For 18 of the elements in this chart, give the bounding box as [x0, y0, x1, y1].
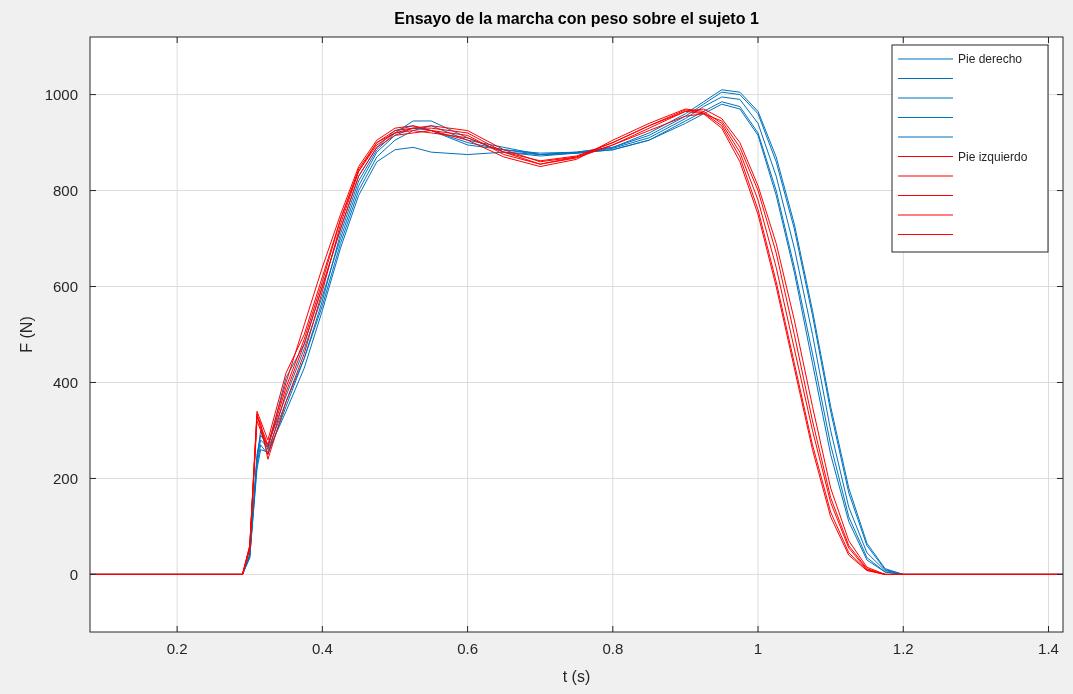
x-tick-label: 1.4 [1038, 640, 1059, 657]
chart-title: Ensayo de la marcha con peso sobre el sujeto 1 [394, 10, 759, 27]
x-tick-label: 1 [753, 640, 763, 657]
y-tick-label: 1000 [44, 85, 78, 103]
y-axis-title: F (N) [18, 316, 35, 353]
y-tick-label: 200 [52, 469, 78, 487]
legend-label: Pie derecho [958, 52, 1023, 67]
x-tick-label: 0.6 [457, 640, 479, 657]
x-tick-label: 0.4 [311, 640, 333, 657]
y-tick-label: 400 [52, 373, 78, 391]
y-tick-label: 0 [69, 565, 78, 583]
y-tick-label: 800 [52, 181, 78, 199]
x-tick-label: 0.2 [166, 640, 188, 657]
x-tick-label: 0.8 [602, 640, 624, 657]
x-tick-label: 1.2 [892, 640, 914, 657]
legend-label: Pie izquierdo [958, 149, 1028, 164]
x-axis-title: t (s) [562, 668, 591, 685]
y-tick-label: 600 [52, 277, 78, 295]
